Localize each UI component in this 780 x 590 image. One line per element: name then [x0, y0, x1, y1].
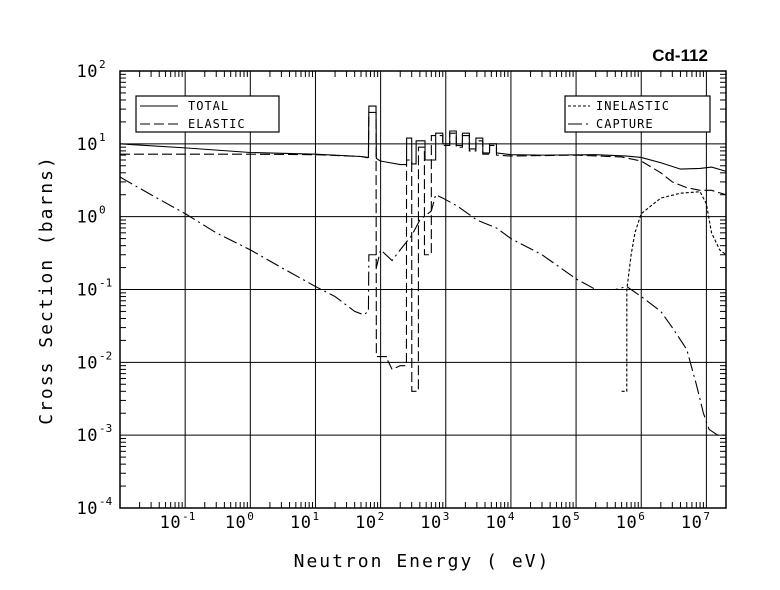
y-axis-label: Cross Section (barns): [36, 155, 57, 425]
grid-lines: [120, 70, 726, 509]
legend-box-top-left: [135, 95, 280, 133]
x-tick-label: 10: [420, 513, 441, 533]
legend-label-elastic: ELASTIC: [188, 117, 246, 131]
x-tick-label: 10: [551, 513, 572, 533]
series-line-inelastic: [621, 191, 726, 392]
y-tick-label: 10: [77, 281, 98, 301]
y-tick-label: 10: [77, 208, 98, 228]
y-tick-label: 10: [77, 426, 98, 446]
series-line-total: [120, 105, 726, 172]
y-tick-exponent: 0: [99, 204, 106, 217]
x-tick-label: 10: [355, 513, 376, 533]
legend-label-total: TOTAL: [188, 99, 229, 113]
x-tick-label: 10: [485, 513, 506, 533]
y-tick-exponent: -4: [99, 495, 113, 508]
x-axis-label: Neutron Energy ( eV): [294, 551, 551, 572]
legends: TOTAL ELASTIC INELASTIC CAPTURE: [135, 95, 711, 133]
plot-frame: [119, 70, 727, 509]
series-line-elastic: [120, 111, 726, 392]
x-tick-exponent: -1: [182, 510, 195, 523]
x-tick-exponent: 2: [378, 510, 385, 523]
x-tick-label: 10: [616, 513, 637, 533]
x-tick-label: 10: [225, 513, 246, 533]
y-tick-exponent: 2: [99, 58, 106, 71]
y-tick-label: 10: [77, 499, 98, 519]
x-tick-exponent: 1: [312, 510, 319, 523]
series-layer: [120, 105, 726, 436]
x-tick-exponent: 0: [247, 510, 254, 523]
x-tick-exponent: 3: [443, 510, 450, 523]
x-tick-exponent: 7: [703, 510, 710, 523]
series-line-capture: [120, 176, 726, 436]
x-tick-label: 10: [290, 513, 311, 533]
y-tick-exponent: -1: [99, 277, 112, 290]
tick-marks: [120, 71, 726, 508]
x-tick-label: 10: [681, 513, 702, 533]
x-tick-label: 10: [160, 513, 181, 533]
legend-box-top-right: [564, 95, 711, 133]
y-tick-exponent: -3: [99, 422, 112, 435]
x-tick-exponent: 6: [638, 510, 645, 523]
y-tick-exponent: -2: [99, 349, 112, 362]
chart-title: Cd-112: [652, 46, 708, 65]
y-tick-label: 10: [77, 353, 98, 373]
y-tick-exponent: 1: [99, 131, 106, 144]
y-tick-label: 10: [77, 135, 98, 155]
y-tick-label: 10: [77, 62, 98, 82]
x-tick-exponent: 5: [573, 510, 580, 523]
legend-label-capture: CAPTURE: [596, 117, 654, 131]
x-tick-labels: 10 -1 10 0 10 1 10 2 10 3 10 4 10 5 10 6 10 7: [160, 510, 710, 533]
x-tick-exponent: 4: [508, 510, 515, 523]
legend-label-inelastic: INELASTIC: [596, 99, 670, 113]
